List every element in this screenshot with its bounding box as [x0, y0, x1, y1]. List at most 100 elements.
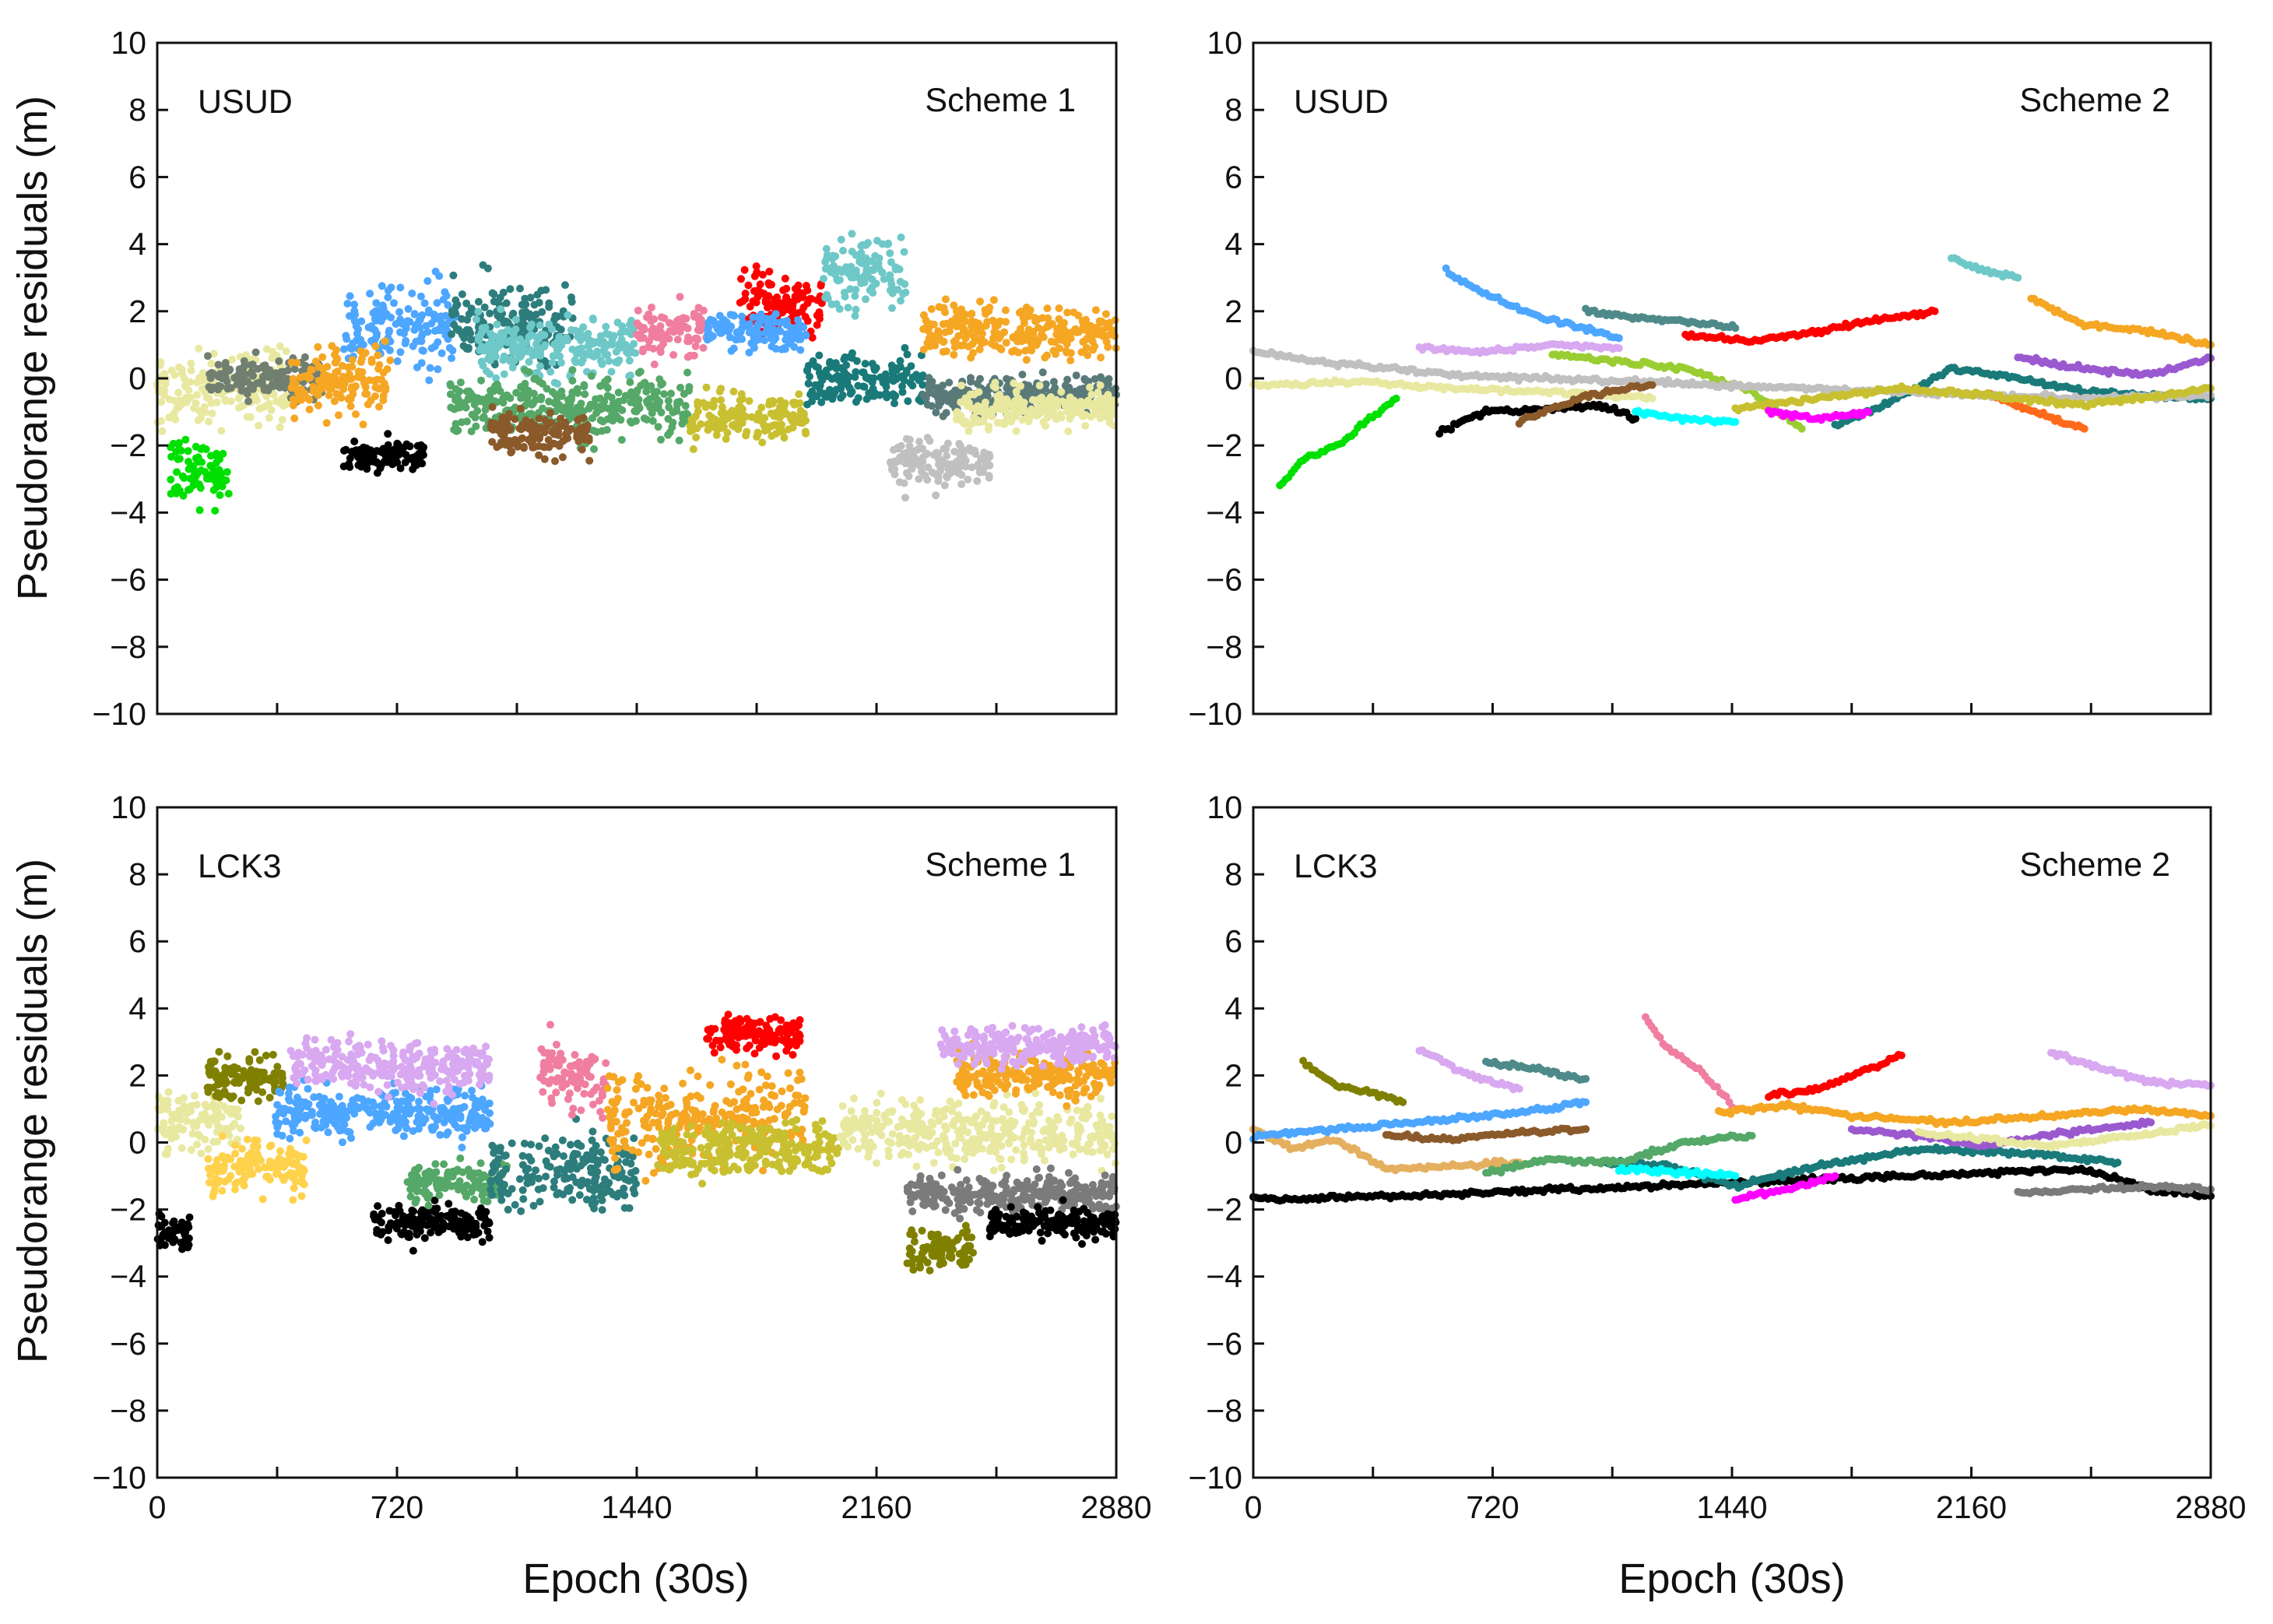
data-point: [502, 299, 511, 308]
data-point: [663, 334, 672, 343]
data-point: [630, 339, 638, 348]
data-point: [195, 344, 203, 353]
data-point: [323, 377, 332, 385]
data-point: [802, 429, 810, 438]
data-point: [961, 317, 970, 325]
data-point: [462, 299, 471, 308]
data-point: [357, 347, 365, 356]
data-point: [506, 285, 515, 294]
data-point: [693, 334, 701, 343]
data-point: [393, 357, 402, 365]
data-point: [1731, 418, 1740, 426]
data-marks: [153, 1011, 1120, 1274]
data-point: [160, 1119, 168, 1127]
data-point: [950, 350, 958, 359]
series-dark-teal: [803, 343, 927, 409]
data-point: [384, 286, 392, 295]
data-point: [201, 408, 209, 417]
data-point: [511, 436, 519, 444]
data-point: [721, 410, 729, 419]
data-point: [425, 376, 434, 385]
data-point: [928, 340, 936, 348]
data-point: [276, 383, 284, 392]
data-point: [596, 416, 605, 424]
data-point: [1045, 322, 1054, 329]
data-point: [691, 342, 700, 350]
data-point: [259, 362, 268, 371]
data-point: [255, 404, 264, 413]
data-point: [664, 396, 673, 405]
data-point: [325, 385, 334, 393]
data-point: [385, 326, 393, 335]
data-point: [372, 299, 381, 308]
data-point: [504, 392, 512, 401]
data-point: [548, 359, 557, 367]
data-point: [669, 327, 677, 336]
data-point: [589, 427, 598, 434]
data-point: [1052, 401, 1060, 410]
data-point: [578, 445, 586, 454]
data-point: [493, 443, 501, 452]
data-point: [891, 399, 898, 408]
data-point: [788, 417, 796, 425]
data-point: [262, 345, 271, 353]
y-tick-label: −10: [1188, 696, 1242, 732]
data-point: [860, 278, 869, 286]
data-point: [177, 399, 186, 408]
data-point: [813, 321, 821, 329]
data-point: [978, 408, 986, 416]
data-point: [331, 358, 339, 367]
data-point: [374, 364, 383, 373]
data-point: [557, 358, 565, 367]
series-turquoise-track: [1947, 254, 2022, 282]
data-point: [531, 421, 539, 430]
data-point: [488, 402, 497, 411]
data-point: [283, 399, 291, 408]
data-point: [221, 362, 230, 371]
data-point: [1094, 406, 1101, 414]
data-point: [745, 397, 754, 406]
data-point: [846, 285, 855, 294]
data-point: [900, 376, 908, 385]
data-point: [314, 363, 323, 371]
data-point: [725, 333, 734, 342]
data-point: [900, 248, 908, 256]
data-point: [680, 417, 689, 425]
data-point: [462, 387, 471, 395]
data-point: [889, 445, 898, 454]
data-point: [545, 299, 553, 308]
y-tick-label: 10: [1207, 25, 1242, 61]
data-point: [736, 419, 744, 427]
data-point: [739, 395, 747, 403]
data-point: [776, 413, 785, 421]
data-point: [536, 362, 544, 371]
data-point: [520, 420, 529, 428]
data-point: [242, 351, 251, 360]
data-point: [186, 378, 195, 386]
data-point: [678, 322, 687, 331]
data-point: [699, 343, 708, 352]
data-point: [967, 353, 975, 362]
data-point: [1051, 338, 1059, 346]
data-point: [764, 425, 772, 434]
data-point: [918, 467, 926, 476]
data-point: [446, 390, 455, 399]
data-point: [325, 391, 333, 399]
data-point: [939, 338, 947, 346]
data-point: [380, 379, 388, 388]
data-point: [564, 311, 572, 319]
data-point: [756, 280, 764, 289]
data-point: [782, 317, 791, 325]
data-point: [458, 418, 466, 427]
data-point: [602, 322, 610, 331]
data-point: [648, 417, 657, 425]
data-point: [1039, 333, 1048, 342]
data-point: [664, 431, 673, 439]
data-point: [617, 416, 625, 424]
data-point: [548, 325, 556, 333]
data-point: [992, 405, 1001, 413]
data-point: [278, 416, 286, 424]
plot-frame: [1252, 41, 2212, 715]
data-point: [845, 385, 854, 392]
data-point: [669, 418, 677, 427]
